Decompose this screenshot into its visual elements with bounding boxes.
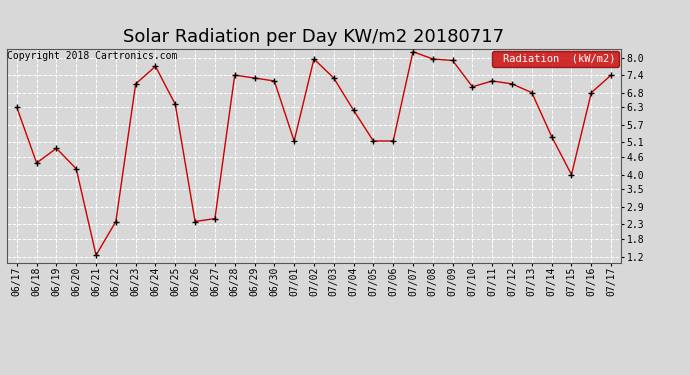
Title: Solar Radiation per Day KW/m2 20180717: Solar Radiation per Day KW/m2 20180717 [124, 28, 504, 46]
Text: Copyright 2018 Cartronics.com: Copyright 2018 Cartronics.com [7, 51, 177, 61]
Legend: Radiation  (kW/m2): Radiation (kW/m2) [492, 51, 619, 67]
